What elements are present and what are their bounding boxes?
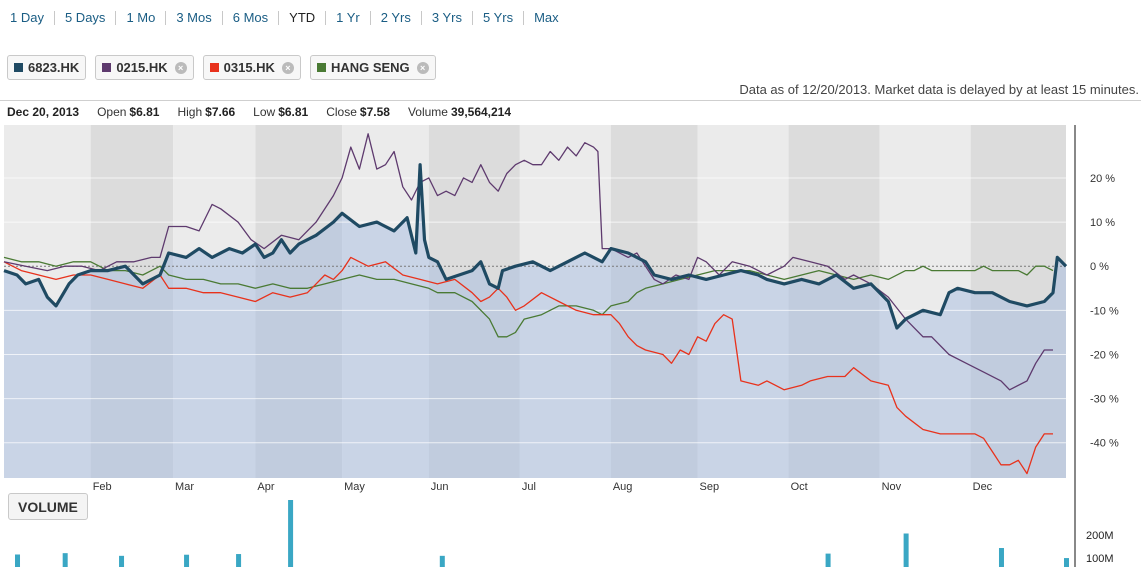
close-label: Close: [326, 105, 357, 119]
month-band: [428, 125, 520, 478]
x-month-label: Mar: [175, 481, 194, 493]
series-line-6823-hk: [3, 163, 1068, 330]
open-label: Open: [97, 105, 127, 119]
volume-bar: [903, 533, 909, 567]
remove-symbol-icon[interactable]: ×: [416, 61, 429, 74]
volume-tick-label: 100M: [1086, 553, 1114, 565]
header-divider: [0, 100, 1141, 101]
volume-bar: [15, 554, 21, 567]
series-color-swatch: [209, 63, 219, 72]
range-tab-3-mos[interactable]: 3 Mos: [166, 11, 223, 25]
symbol-label: 6823.HK: [28, 60, 80, 75]
x-month-label: Jul: [522, 481, 536, 493]
volume-bar: [184, 554, 190, 567]
x-month-label: Aug: [613, 481, 633, 493]
volume-bar: [825, 553, 831, 567]
volume-bar: [998, 548, 1004, 567]
range-tab-6-mos[interactable]: 6 Mos: [223, 11, 280, 25]
y-tick-label: 10 %: [1090, 217, 1115, 229]
quote-date: Dec 20, 2013: [7, 105, 80, 119]
volume-bar: [1064, 558, 1069, 567]
range-tab-1-yr[interactable]: 1 Yr: [326, 11, 371, 25]
series-color-swatch: [102, 63, 112, 72]
y-tick-label: 0 %: [1090, 261, 1109, 273]
range-tab-1-day[interactable]: 1 Day: [0, 11, 55, 25]
volume-tick-label: 200M: [1086, 530, 1114, 542]
series-line-0315-hk: [3, 256, 1053, 475]
symbol-chip-0215-hk[interactable]: 0215.HK ×: [95, 55, 194, 80]
remove-symbol-icon[interactable]: ×: [281, 61, 294, 74]
range-tab-ytd[interactable]: YTD: [279, 11, 327, 25]
range-selector: 1 Day 5 Days 1 Mo 3 Mos 6 Mos YTD 1 Yr 2 Yrs 3 Y…: [0, 0, 569, 36]
x-month-label: Oct: [791, 481, 808, 493]
month-band: [173, 125, 256, 478]
low-label: Low: [253, 105, 276, 119]
symbol-label: 0315.HK: [223, 60, 275, 75]
y-tick-label: -20 %: [1090, 349, 1119, 361]
month-band: [697, 125, 789, 478]
range-tab-2-yrs[interactable]: 2 Yrs: [371, 11, 422, 25]
remove-symbol-icon[interactable]: ×: [174, 61, 187, 74]
volume-bar: [288, 500, 294, 567]
month-band: [519, 125, 611, 478]
range-tab-5-yrs[interactable]: 5 Yrs: [473, 11, 525, 25]
y-tick-label: 20 %: [1090, 173, 1115, 185]
symbol-label: HANG SENG: [330, 60, 410, 75]
x-month-label: Sep: [700, 481, 720, 493]
month-band: [342, 125, 429, 478]
volume-label: Volume: [407, 105, 448, 119]
quote-summary: Dec 20, 2013 Open $6.81 High $7.66 Low $6.8…: [7, 105, 511, 119]
month-band: [4, 125, 91, 478]
volume-bar: [439, 555, 445, 567]
month-band: [788, 125, 880, 478]
symbol-chip-hang-seng[interactable]: HANG SENG ×: [309, 55, 436, 80]
y-tick-label: -30 %: [1090, 394, 1119, 406]
x-month-label: Dec: [973, 481, 993, 493]
symbol-label: 0215.HK: [116, 60, 168, 75]
range-tab-3-yrs[interactable]: 3 Yrs: [422, 11, 473, 25]
month-band: [255, 125, 343, 478]
range-tab-5-days[interactable]: 5 Days: [55, 11, 117, 25]
high-label: High: [177, 105, 203, 119]
x-month-label: Nov: [882, 481, 902, 493]
series-color-swatch: [316, 63, 326, 72]
range-tab-1-mo[interactable]: 1 Mo: [116, 11, 167, 25]
volume-value: 39,564,214: [450, 105, 512, 119]
volume-bar: [236, 554, 242, 567]
y-tick-label: -40 %: [1090, 438, 1119, 450]
x-month-label: May: [344, 481, 365, 493]
symbol-chip-6823-hk[interactable]: 6823.HK: [7, 55, 87, 80]
open-value: $6.81: [129, 105, 160, 119]
volume-bar: [119, 555, 125, 567]
volume-bar: [62, 553, 68, 567]
range-tab-max[interactable]: Max: [534, 10, 559, 25]
high-value: $7.66: [205, 105, 236, 119]
x-month-label: Apr: [257, 481, 274, 493]
y-tick-label: -10 %: [1090, 305, 1119, 317]
month-band: [970, 125, 1066, 478]
x-month-label: Feb: [93, 481, 112, 493]
month-band: [879, 125, 971, 478]
series-color-swatch: [14, 63, 23, 72]
symbol-chips: 6823.HK 0215.HK × 0315.HK × HANG SENG ×: [7, 55, 436, 80]
main-series-area: [4, 164, 1066, 478]
x-month-label: Jun: [431, 481, 449, 493]
series-line-0215-hk: [3, 133, 1053, 391]
month-band: [90, 125, 174, 478]
month-band: [610, 125, 698, 478]
low-value: $6.81: [278, 105, 309, 119]
volume-toggle-button[interactable]: VOLUME: [8, 493, 88, 520]
symbol-chip-0315-hk[interactable]: 0315.HK ×: [202, 55, 301, 80]
data-delay-note: Data as of 12/20/2013. Market data is de…: [739, 82, 1139, 97]
close-value: $7.58: [359, 105, 390, 119]
